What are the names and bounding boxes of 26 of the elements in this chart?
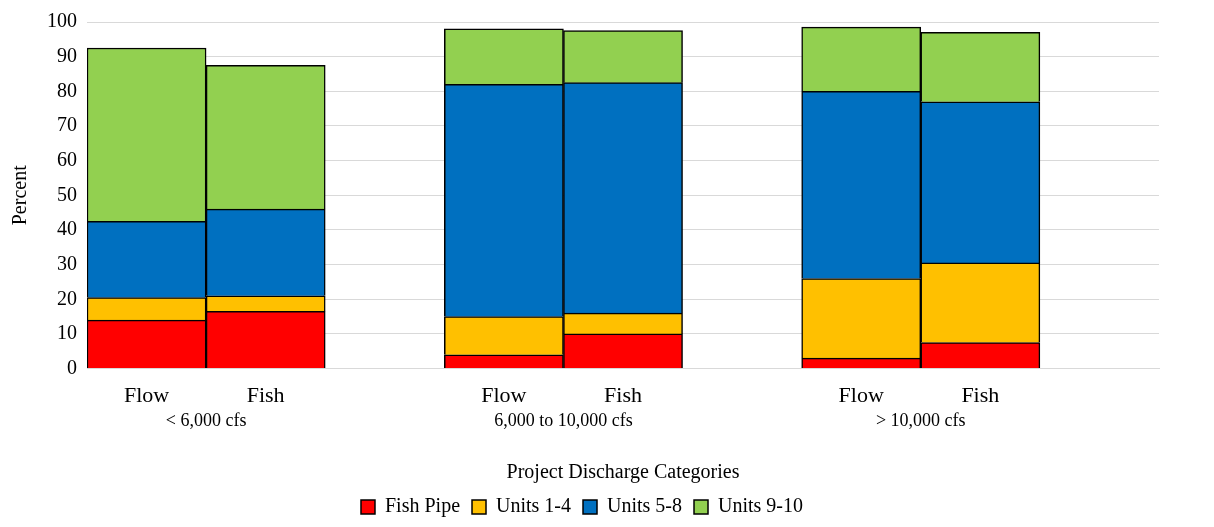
x-tick-label: Flow — [481, 381, 527, 407]
x-tick-label: Flow — [123, 381, 170, 407]
x-tick-label: Fish — [604, 381, 642, 407]
y-tick-label: 10 — [57, 321, 77, 344]
x-tick-label: Fish — [961, 381, 1000, 407]
y-tick-label: 100 — [47, 9, 77, 32]
legend-label: Fish Pipe — [384, 494, 461, 518]
text: > 10,000 cfs — [875, 410, 966, 431]
text: < 6,000 cfs — [165, 410, 247, 431]
text: 6,000 to 10,000 cfs — [494, 410, 633, 431]
legend-label: Units 1-4 — [496, 494, 572, 517]
y-tick-label: 60 — [57, 147, 77, 170]
x-tick-label: Flow — [838, 381, 884, 407]
y-tick-label: 30 — [57, 251, 77, 274]
x-axis-title: Project Discharge Categories — [506, 460, 740, 484]
legend-label: Units 5-8 — [607, 494, 683, 517]
legend-label: Units 9-10 — [718, 494, 804, 517]
y-tick-label: 20 — [57, 286, 77, 309]
y-tick-label: 50 — [57, 182, 77, 205]
y-tick-label: 70 — [57, 113, 77, 136]
y-tick-label: 80 — [57, 78, 77, 101]
y-tick-label: 90 — [57, 43, 77, 66]
y-tick-label: 40 — [57, 217, 77, 240]
y-tick-label: 0 — [67, 355, 77, 378]
x-tick-label: Fish — [246, 381, 285, 407]
y-axis-title: Percent — [8, 164, 31, 226]
